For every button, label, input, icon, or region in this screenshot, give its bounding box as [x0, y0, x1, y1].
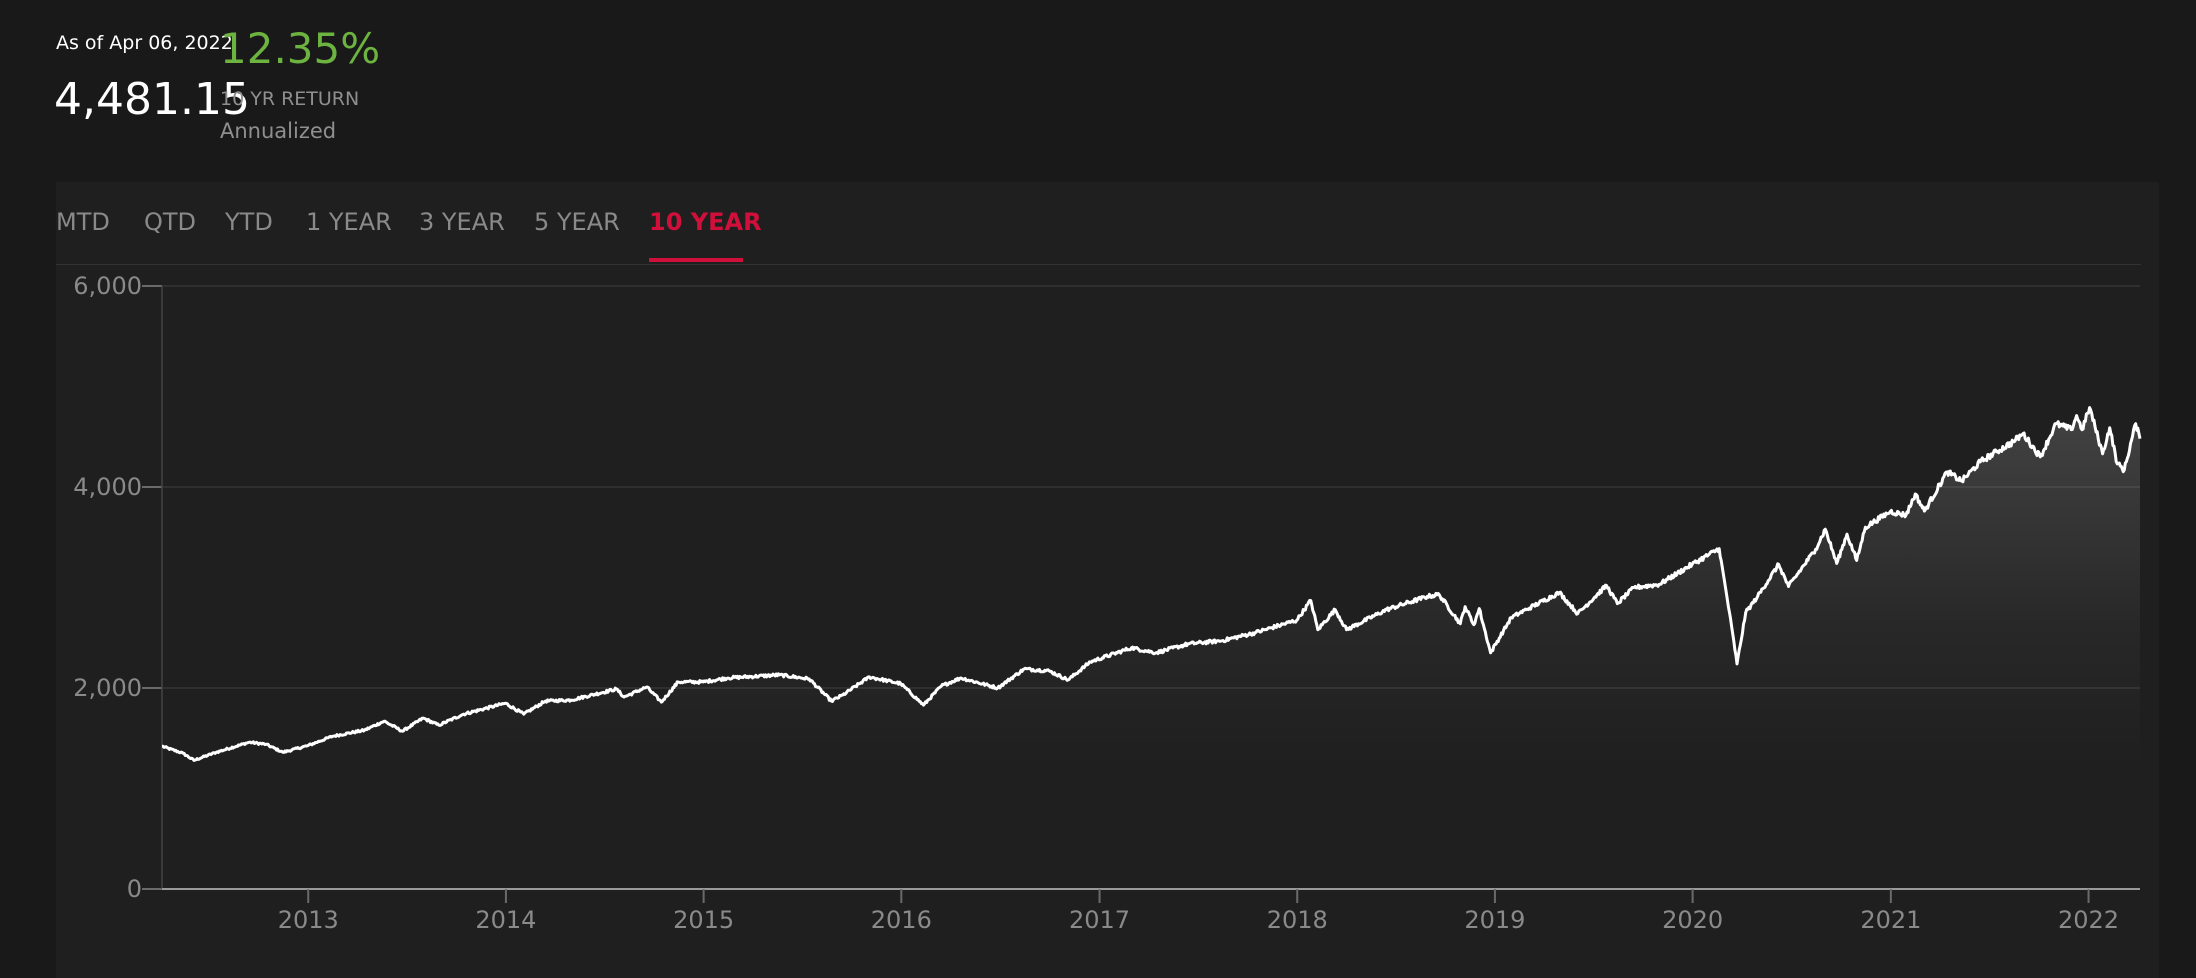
x-tick-label: 2019 [1464, 906, 1525, 934]
tab-10-year[interactable]: 10 YEAR [649, 208, 762, 236]
return-period-label: 10 YR RETURN [220, 88, 360, 110]
active-tab-indicator [649, 258, 743, 262]
tab-5-year[interactable]: 5 YEAR [534, 208, 620, 236]
x-tick-label: 2020 [1662, 906, 1723, 934]
price-area-fill [162, 407, 2140, 769]
y-tick-label: 4,000 [73, 473, 142, 501]
x-tick-label: 2017 [1069, 906, 1130, 934]
y-tick-label: 0 [127, 875, 142, 903]
x-tick-label: 2021 [1860, 906, 1921, 934]
y-tick-label: 6,000 [73, 272, 142, 300]
x-tick-label: 2013 [278, 906, 339, 934]
tab-3-year[interactable]: 3 YEAR [419, 208, 505, 236]
tab-ytd[interactable]: YTD [225, 208, 273, 236]
tab-mtd[interactable]: MTD [56, 208, 110, 236]
x-tick-label: 2022 [2058, 906, 2119, 934]
x-tick-label: 2015 [673, 906, 734, 934]
x-tick-label: 2016 [871, 906, 932, 934]
x-tick-label: 2018 [1267, 906, 1328, 934]
return-percentage: 12.35% [220, 24, 381, 73]
tab-1-year[interactable]: 1 YEAR [306, 208, 392, 236]
tab-qtd[interactable]: QTD [144, 208, 197, 236]
x-tick-label: 2014 [475, 906, 536, 934]
period-tabs: MTD QTD YTD 1 YEAR 3 YEAR 5 YEAR 10 YEAR [56, 204, 2141, 265]
price-line [161, 406, 2142, 762]
annualized-label: Annualized [220, 119, 337, 143]
index-price: 4,481.15 [54, 74, 250, 125]
y-tick-label: 2,000 [73, 674, 142, 702]
as-of-date: As of Apr 06, 2022 [56, 32, 233, 54]
